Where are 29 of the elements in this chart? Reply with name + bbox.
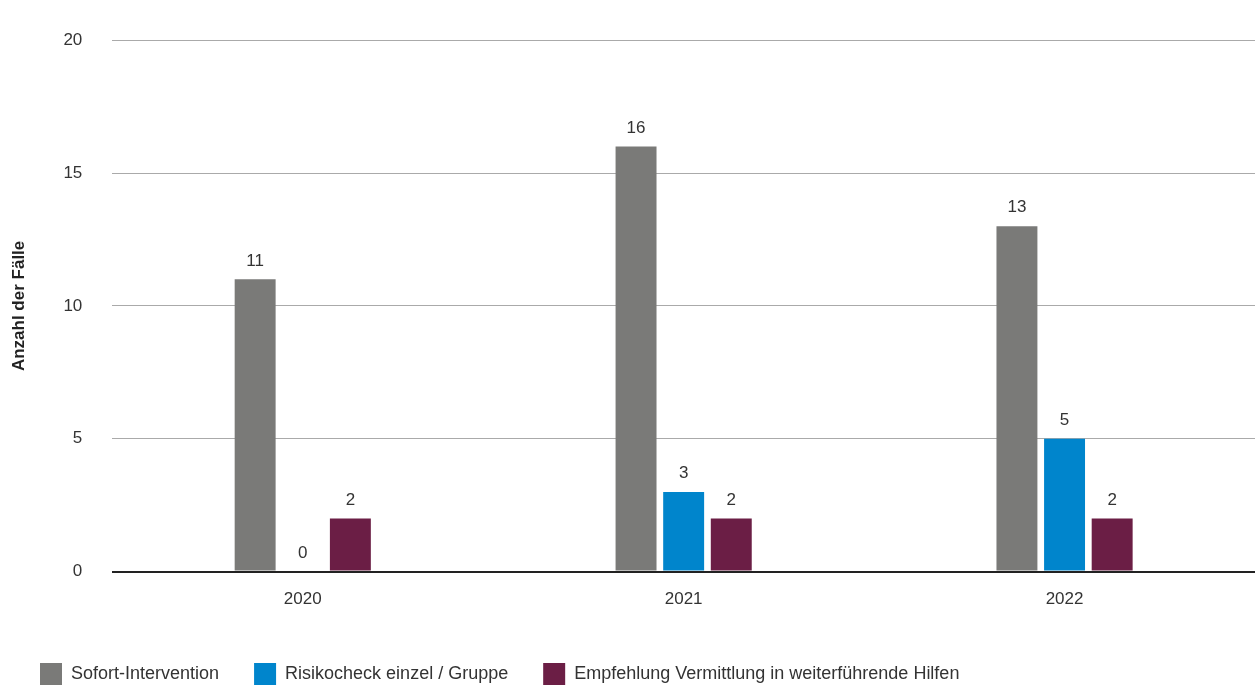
data-label: 3: [678, 463, 689, 483]
y-tick-label: 5: [72, 428, 83, 448]
legend-label: Empfehlung Vermittlung in weiterführende Hilfen: [574, 662, 960, 683]
data-label: 2: [1107, 489, 1117, 509]
data-label: 0: [298, 542, 308, 562]
legend-label: Risikocheck einzel / Gruppe: [285, 662, 509, 683]
bar: [996, 226, 1038, 571]
y-tick-label: 0: [72, 561, 83, 581]
legend-label: Sofort-Intervention: [71, 662, 220, 683]
bar: [1044, 438, 1086, 571]
y-axis-title: Anzahl der Fälle: [8, 240, 28, 372]
data-label: 5: [1059, 409, 1070, 429]
data-label: 11: [246, 250, 264, 270]
data-label: 13: [1007, 197, 1027, 217]
bar: [710, 518, 752, 571]
data-label: 16: [626, 117, 646, 137]
bar: [663, 491, 705, 571]
y-tick-label: 15: [63, 162, 83, 182]
bar: [615, 146, 657, 571]
y-tick-label: 10: [63, 295, 83, 315]
bar: [329, 518, 371, 571]
data-label: 2: [345, 489, 356, 509]
x-tick-label: 2020: [283, 589, 322, 609]
x-tick-label: 2022: [1045, 589, 1084, 609]
bar: [1091, 518, 1133, 571]
bar: [234, 279, 276, 571]
x-tick-label: 2021: [664, 589, 703, 609]
data-label: 2: [726, 489, 736, 509]
y-tick-label: 20: [63, 29, 83, 49]
